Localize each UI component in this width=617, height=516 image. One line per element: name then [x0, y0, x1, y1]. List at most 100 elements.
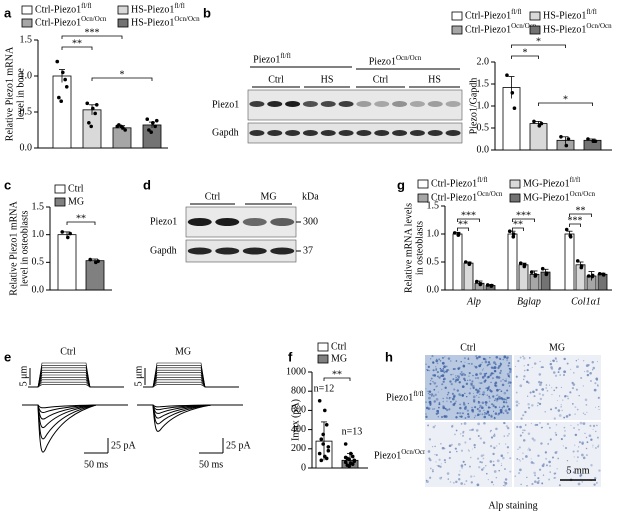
trace-label: MG	[175, 346, 191, 357]
speck	[523, 369, 526, 372]
speck	[473, 446, 476, 449]
legend-label: MG	[331, 353, 347, 364]
bar	[507, 233, 518, 291]
speck	[449, 360, 452, 362]
speck	[503, 355, 507, 359]
speck	[494, 381, 498, 385]
data-point	[87, 121, 91, 125]
speck	[467, 449, 469, 451]
speck	[536, 481, 540, 484]
legend-swatch	[117, 5, 129, 15]
speck	[431, 446, 434, 448]
speck	[458, 381, 461, 384]
speck	[565, 415, 569, 418]
speck	[566, 460, 569, 462]
significance-label: **	[332, 369, 342, 380]
speck	[549, 438, 552, 441]
speck	[558, 366, 562, 370]
speck	[503, 421, 506, 425]
speck	[558, 414, 562, 417]
speck	[489, 445, 493, 448]
speck	[478, 396, 480, 398]
speck	[466, 409, 469, 412]
speck	[490, 415, 493, 418]
speck	[580, 477, 582, 479]
speck	[429, 393, 431, 396]
speck	[432, 408, 434, 410]
speck	[479, 372, 482, 376]
data-point	[452, 231, 457, 235]
y-tick-label: 0.0	[32, 284, 45, 295]
legend-label-sup: Ocn/Ocn	[511, 22, 537, 30]
speck	[584, 432, 586, 434]
speck	[428, 457, 431, 460]
speck	[469, 429, 471, 431]
scale-label: 5 μm	[133, 365, 144, 386]
speck	[503, 380, 506, 382]
speck	[565, 469, 569, 473]
data-point	[478, 282, 483, 286]
speck	[438, 406, 440, 409]
speck	[554, 406, 558, 410]
significance-bracket	[91, 77, 153, 81]
speck	[477, 413, 480, 417]
speck	[522, 432, 524, 434]
speck	[467, 379, 469, 382]
speck	[486, 394, 489, 396]
speck	[475, 373, 478, 376]
speck	[505, 398, 507, 401]
significance-bracket	[511, 44, 566, 48]
y-tick-label: 1.0	[32, 229, 45, 240]
data-point	[96, 259, 100, 264]
speck	[461, 373, 464, 376]
band	[320, 130, 336, 136]
column-label: MG	[549, 342, 565, 353]
speck	[506, 389, 509, 392]
speck	[503, 435, 506, 437]
speck	[467, 363, 469, 365]
speck	[425, 415, 428, 419]
speck	[455, 480, 458, 484]
speck	[523, 365, 525, 367]
speck	[578, 441, 582, 444]
speck	[514, 365, 517, 368]
speck	[435, 369, 437, 371]
speck	[463, 403, 466, 406]
speck	[502, 378, 504, 381]
speck	[435, 385, 438, 388]
y-axis-label: Imax (pA)	[290, 399, 301, 441]
data-point	[575, 259, 580, 263]
speck	[482, 357, 486, 361]
speck	[458, 393, 461, 396]
blot	[247, 122, 463, 144]
speck	[519, 468, 522, 472]
speck	[492, 484, 495, 486]
speck	[455, 377, 457, 379]
speck	[497, 394, 499, 396]
speck	[434, 425, 436, 427]
speck	[442, 400, 444, 403]
speck	[582, 456, 586, 460]
speck	[484, 360, 488, 364]
speck	[500, 463, 502, 465]
speck	[527, 449, 529, 451]
data-point	[522, 263, 527, 267]
speck	[464, 374, 466, 376]
speck	[471, 408, 474, 412]
significance-label: **	[458, 219, 468, 230]
speck	[479, 413, 481, 415]
speck	[487, 479, 489, 481]
band	[445, 101, 461, 107]
speck	[573, 372, 575, 374]
speck	[435, 453, 438, 457]
speck	[505, 401, 508, 404]
speck	[489, 407, 491, 409]
speck	[468, 392, 471, 395]
speck	[577, 482, 581, 486]
legend-label: MG-Piezo1fl/fl	[523, 176, 580, 190]
speck	[459, 373, 462, 375]
speck	[582, 422, 586, 425]
speck	[550, 366, 553, 369]
speck	[452, 368, 455, 371]
speck	[508, 370, 512, 374]
